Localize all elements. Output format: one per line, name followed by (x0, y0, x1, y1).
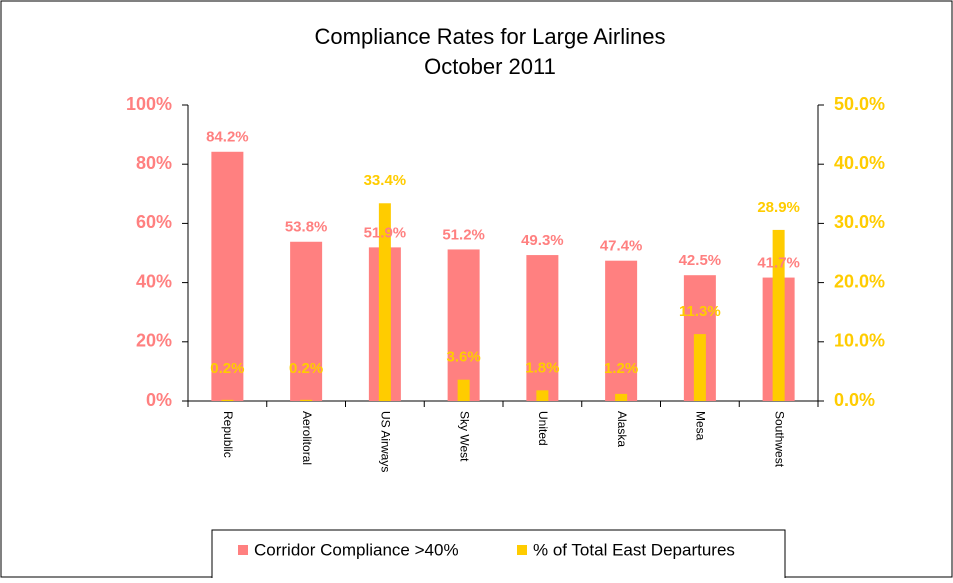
y-tick-label: 0% (146, 390, 172, 410)
bar (457, 379, 470, 401)
x-tick-label: US Airways (379, 411, 393, 472)
data-label: 28.9% (757, 199, 800, 216)
x-tick-label: Sky West (457, 411, 471, 462)
legend-swatch (238, 545, 248, 555)
data-label: 42.5% (679, 252, 722, 269)
bar (526, 255, 559, 401)
data-label: 11.3% (679, 303, 721, 320)
data-label: 53.8% (285, 219, 328, 236)
y-tick-label: 60% (136, 212, 172, 232)
data-label: 51.2% (442, 226, 485, 243)
bar (211, 151, 244, 401)
y2-tick-label: 40.0% (834, 153, 885, 173)
legend-box (211, 529, 786, 581)
data-label: 41.7% (757, 255, 800, 272)
y-tick-label: 20% (136, 331, 172, 351)
chart-title: Compliance Rates for Large Airlines (315, 24, 666, 49)
chart-subtitle: October 2011 (424, 54, 556, 79)
x-tick-label: Aerolitoral (300, 411, 314, 465)
y2-tick-label: 50.0% (834, 94, 885, 114)
bar (290, 241, 323, 401)
legend-swatch (517, 545, 527, 555)
data-label: 49.3% (521, 232, 564, 249)
bar (615, 393, 628, 401)
bar (536, 390, 549, 401)
y-tick-label: 100% (126, 94, 172, 114)
y2-tick-label: 30.0% (834, 212, 885, 232)
y2-tick-label: 20.0% (834, 271, 885, 291)
data-label: 1.2% (604, 360, 638, 377)
y-tick-label: 80% (136, 153, 172, 173)
legend-label: % of Total East Departures (533, 540, 735, 559)
bar (300, 399, 313, 401)
bar (221, 399, 234, 401)
bar (772, 229, 785, 401)
data-label: 0.2% (210, 360, 244, 377)
data-label: 84.2% (206, 129, 249, 146)
legend-label: Corridor Compliance >40% (254, 540, 459, 559)
x-tick-label: Alaska (615, 411, 629, 447)
data-label: 1.8% (525, 359, 559, 376)
data-label: 51.9% (364, 224, 407, 241)
data-label: 33.4% (364, 172, 407, 189)
bar (378, 203, 391, 401)
bar (605, 260, 638, 401)
x-tick-label: Republic (221, 411, 235, 458)
y-tick-label: 40% (136, 271, 172, 291)
x-tick-label: Southwest (772, 411, 786, 468)
data-label: 0.2% (289, 360, 323, 377)
x-tick-label: Mesa (694, 411, 708, 441)
data-label: 3.6% (447, 349, 481, 366)
bar (447, 249, 480, 401)
y2-tick-label: 10.0% (834, 331, 885, 351)
x-tick-label: United (536, 411, 550, 446)
bar (693, 334, 706, 401)
y2-tick-label: 0.0% (834, 390, 875, 410)
data-label: 47.4% (600, 238, 643, 255)
